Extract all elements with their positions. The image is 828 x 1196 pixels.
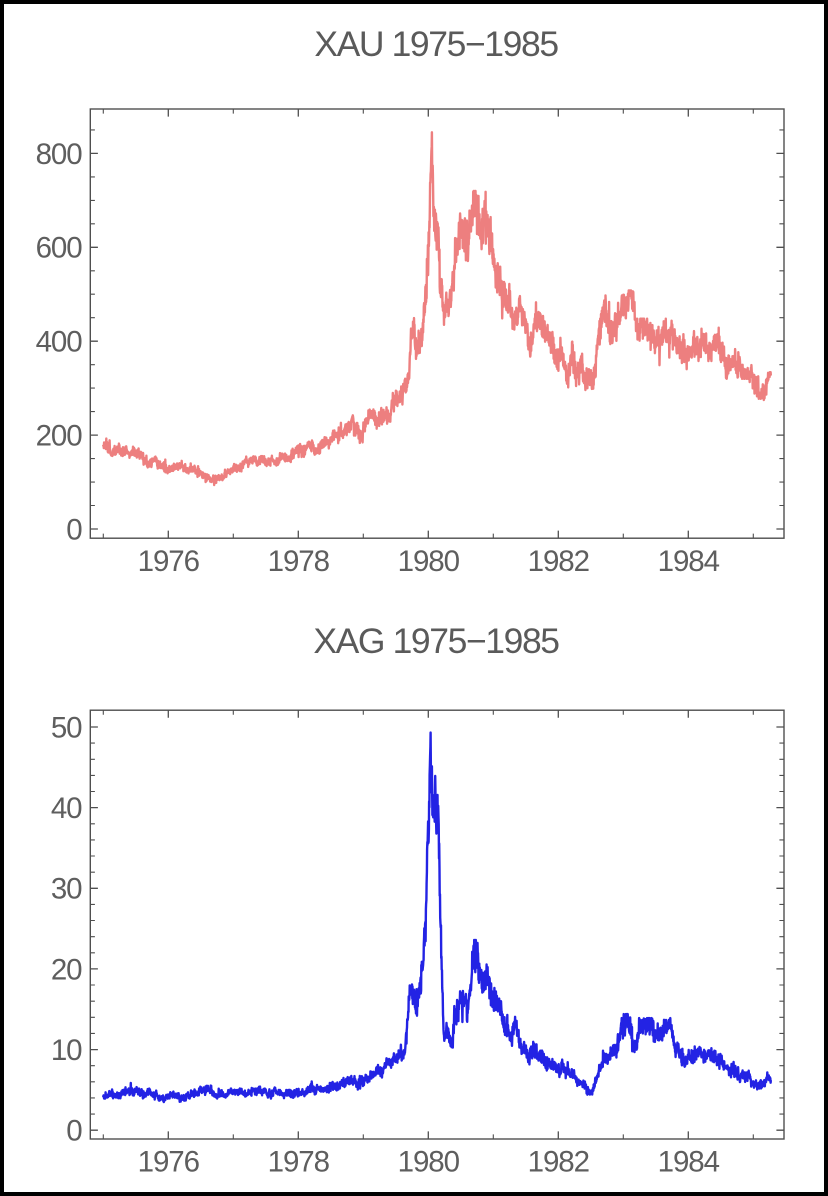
svg-text:1978: 1978	[268, 545, 330, 578]
svg-text:1982: 1982	[528, 1146, 589, 1179]
svg-text:1984: 1984	[658, 545, 720, 578]
svg-text:400: 400	[36, 326, 83, 359]
svg-text:50: 50	[51, 711, 82, 744]
svg-text:0: 0	[66, 513, 82, 546]
svg-text:200: 200	[36, 420, 83, 453]
svg-text:10: 10	[51, 1034, 82, 1067]
svg-text:XAG 1975−1985: XAG 1975−1985	[313, 621, 559, 661]
svg-text:40: 40	[51, 792, 82, 825]
svg-text:1978: 1978	[268, 1146, 330, 1179]
svg-text:1980: 1980	[398, 545, 460, 578]
svg-text:30: 30	[51, 873, 82, 906]
svg-text:0: 0	[66, 1115, 82, 1148]
svg-text:800: 800	[36, 138, 83, 171]
svg-text:1980: 1980	[398, 1146, 460, 1179]
svg-text:1984: 1984	[658, 1146, 720, 1179]
svg-text:1976: 1976	[138, 545, 200, 578]
svg-text:XAU 1975−1985: XAU 1975−1985	[314, 24, 558, 64]
svg-text:20: 20	[51, 953, 82, 986]
svg-text:600: 600	[36, 232, 83, 265]
svg-text:1982: 1982	[528, 545, 589, 578]
svg-text:1976: 1976	[138, 1146, 200, 1179]
